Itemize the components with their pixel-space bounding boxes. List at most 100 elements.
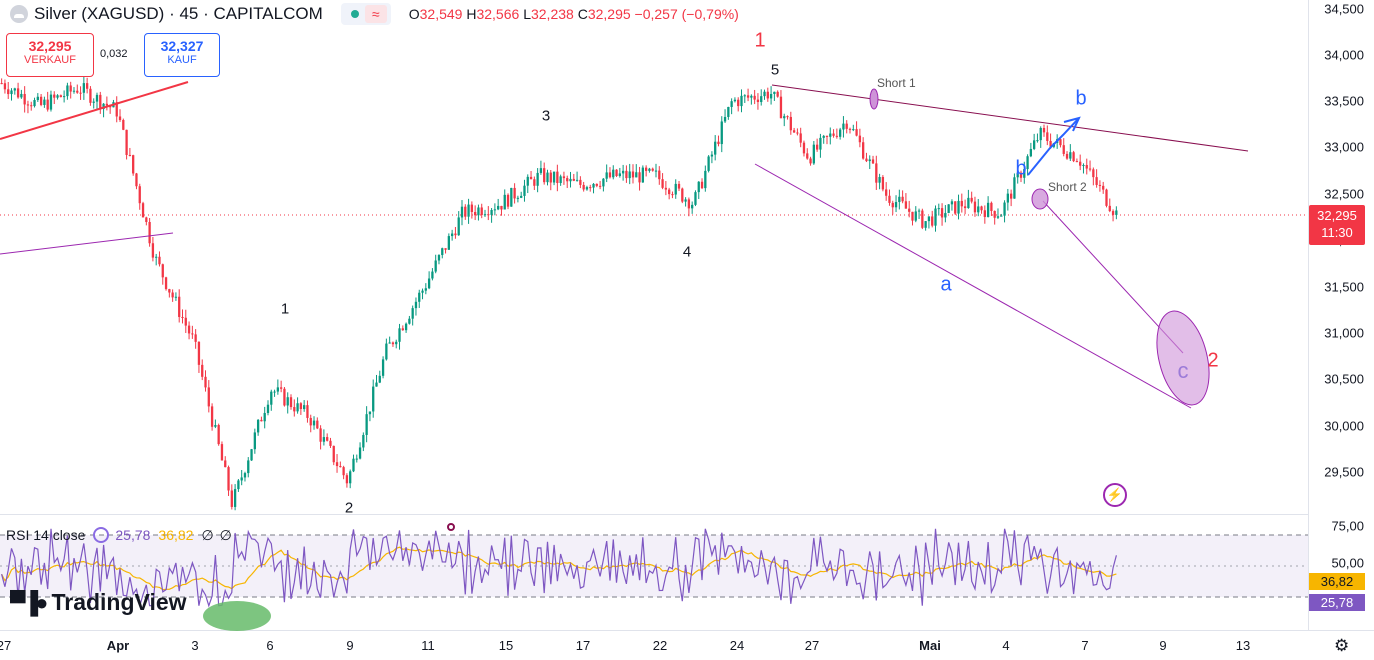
candle-body — [855, 129, 858, 136]
candle-body — [233, 489, 237, 507]
candle-body — [730, 101, 733, 107]
candle-body — [1085, 165, 1088, 169]
candle-body — [954, 201, 957, 214]
candle-body — [947, 204, 950, 213]
candle-body — [723, 116, 727, 122]
candle-body — [1042, 127, 1046, 133]
candle-body — [171, 292, 174, 298]
candle-body — [441, 248, 444, 256]
candle-body — [395, 341, 398, 345]
candle-body — [658, 170, 661, 180]
candle-body — [1049, 140, 1052, 147]
tradingview-logo[interactable]: ▀▐● TradingView — [10, 589, 187, 616]
candles-group — [0, 75, 1118, 511]
candle-body — [885, 189, 888, 196]
candle-body — [618, 173, 621, 176]
candle-body — [865, 158, 868, 162]
candle-body — [592, 183, 595, 188]
candle-body — [924, 221, 927, 228]
wave-label-b: b — [1075, 87, 1087, 110]
candle-body — [809, 158, 812, 164]
candle-body — [598, 185, 602, 187]
candle-body — [769, 93, 773, 99]
candle-body — [43, 99, 46, 105]
candle-body — [326, 437, 329, 441]
candle-body — [372, 386, 375, 412]
candle-body — [996, 216, 1000, 218]
target-zone-ellipse — [1156, 310, 1210, 406]
candle-body — [796, 132, 799, 134]
candle-body — [210, 406, 214, 427]
sell-button[interactable]: 32,295 VERKAUF — [6, 33, 94, 77]
wave-label-c: c — [1177, 358, 1189, 383]
open-key: O — [408, 6, 420, 22]
candle-body — [3, 83, 7, 90]
sell-price: 32,295 — [28, 38, 72, 54]
candle-body — [792, 130, 796, 133]
buy-button[interactable]: 32,327 KAUF — [144, 33, 220, 77]
candle-body — [556, 171, 559, 184]
candle-body — [980, 206, 983, 211]
candle-body — [214, 425, 217, 427]
candle-body — [1032, 140, 1036, 149]
candle-body — [118, 116, 122, 120]
candle-body — [829, 133, 832, 137]
candle-body — [776, 91, 779, 97]
sell-label: VERKAUF — [24, 54, 76, 66]
candle-body — [1092, 169, 1095, 178]
candle-body — [115, 102, 118, 117]
status-pill[interactable]: ≈ — [340, 3, 391, 25]
candle-body — [418, 292, 421, 302]
settings-gear-icon[interactable]: ⚙ — [1334, 636, 1350, 655]
candle-body — [727, 106, 730, 117]
trendline-red — [0, 81, 189, 140]
candle-body — [664, 187, 668, 190]
time-tick: 11 — [421, 638, 435, 653]
candle-body — [184, 317, 187, 326]
candle-body — [164, 277, 168, 290]
price-tick: 31,000 — [1324, 325, 1364, 341]
candle-body — [132, 155, 135, 174]
short2-marker — [1031, 188, 1049, 210]
wave-icon[interactable]: ≈ — [364, 5, 387, 23]
candle-body — [385, 343, 388, 360]
candle-body — [391, 342, 395, 345]
candle-body — [743, 95, 746, 97]
candle-body — [714, 141, 717, 155]
candle-body — [53, 94, 56, 98]
candle-body — [631, 171, 635, 178]
candle-body — [296, 403, 299, 412]
candle-body — [1095, 177, 1098, 185]
candle-body — [1006, 193, 1009, 203]
candle-body — [990, 202, 993, 211]
time-tick: 9 — [1159, 638, 1167, 653]
candle-body — [871, 159, 875, 164]
candle-body — [273, 391, 276, 393]
upper-channel-line — [771, 84, 1249, 152]
candle-body — [1105, 189, 1108, 206]
candle-body — [1019, 172, 1023, 178]
rsi-indicator-icon[interactable] — [93, 527, 110, 543]
time-tick: 6 — [266, 638, 274, 653]
market-open-icon — [350, 10, 359, 18]
candle-body — [868, 159, 871, 162]
candle-body — [993, 210, 996, 218]
candle-body — [651, 168, 654, 171]
candle-body — [608, 172, 612, 178]
candle-body — [691, 204, 694, 209]
wave-label-4: 4 — [682, 243, 692, 261]
candle-body — [986, 202, 990, 217]
lightning-icon[interactable]: ⚡ — [1103, 483, 1127, 507]
candle-body — [1108, 205, 1111, 212]
candle-body — [1065, 153, 1069, 159]
symbol-title[interactable]: Silver (XAGUSD) · 45 · CAPITALCOM — [34, 4, 323, 23]
wave-label-b-minor: b — [1015, 157, 1027, 180]
rsi-legend[interactable]: RSI 14 close 25,78 36,82 ∅ ∅ — [6, 525, 232, 545]
candle-body — [1102, 185, 1105, 190]
short2-label: Short 2 — [1048, 180, 1087, 194]
high-value: 32,566 — [476, 6, 520, 22]
open-value: 32,549 — [419, 6, 463, 22]
candle-body — [674, 183, 677, 195]
candle-body — [671, 194, 674, 196]
